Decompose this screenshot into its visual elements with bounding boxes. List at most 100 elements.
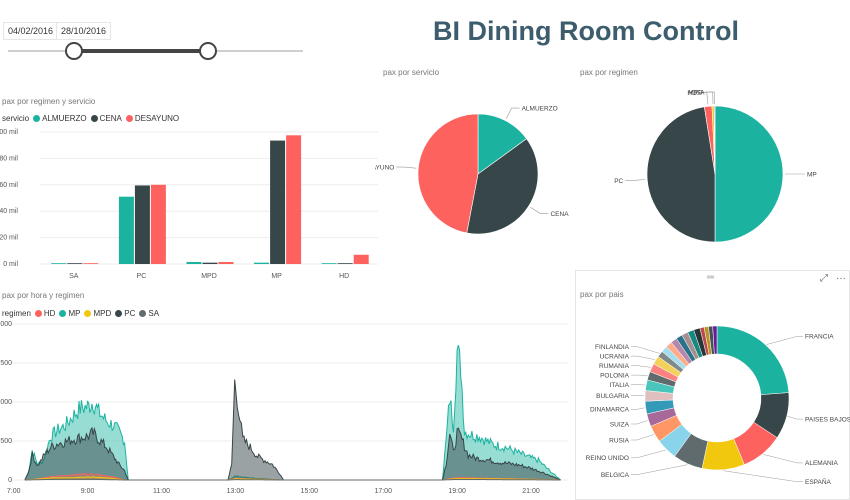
- slice-leader-line: [396, 166, 417, 169]
- legend-item-hd[interactable]: HD: [34, 309, 55, 318]
- slice-label: MP: [807, 172, 817, 179]
- donut-slice-label: PAISES BAJOS: [805, 416, 850, 423]
- donut-slice-label: ESPAÑA: [805, 477, 832, 486]
- area-xtick-label: 19:00: [448, 488, 466, 495]
- area-chart: 0 500 1000 1500 2000 7:00 9:00 11:00 13:00 15:00 1…: [0, 321, 568, 495]
- bar-almuerzo-sa: [51, 263, 67, 264]
- slice-almuerzo: [477, 113, 527, 175]
- bar-cena-pc: [134, 185, 150, 264]
- donut-leader-line: [631, 346, 660, 354]
- focus-mode-icon[interactable]: ⤢: [820, 273, 828, 284]
- visual-header-icons: ⤢ ···: [820, 273, 846, 284]
- bar-desayuno-pc: [150, 184, 166, 264]
- bar-cena-sa: [67, 263, 83, 264]
- bar-ytick-label: 0 mil: [3, 261, 18, 268]
- bar-cena-mp: [270, 140, 286, 264]
- slice-leader-line: [706, 91, 715, 105]
- slice-label: HD: [687, 90, 697, 97]
- slice-pc: [646, 106, 716, 243]
- donut-leader-line: [763, 454, 803, 464]
- slice-label: CENA: [550, 211, 569, 218]
- donut-slice-label: SUIZA: [610, 421, 630, 428]
- area-chart-title: pax por hora y regimen: [2, 291, 85, 300]
- donut-slice-other-25: [712, 325, 718, 355]
- page-title: BI Dining Room Control: [433, 16, 739, 46]
- bar-xtick-label: MPD: [201, 273, 217, 280]
- area-line-sa: [24, 478, 561, 481]
- bar-ytick-label: 100 mil: [0, 129, 18, 136]
- donut-leader-line: [631, 355, 655, 360]
- donut-slice-francia: [716, 325, 790, 395]
- area-xtick-label: 15:00: [301, 488, 319, 495]
- donut-leader-line: [766, 336, 803, 345]
- bar-xtick-label: HD: [339, 273, 349, 280]
- donut-leader-line: [631, 449, 666, 459]
- bar-desayuno-hd: [353, 254, 369, 264]
- bar-desayuno-mpd: [218, 262, 234, 264]
- area-ytick-label: 1000: [0, 399, 12, 406]
- legend-item-mpd[interactable]: MPD: [84, 309, 111, 318]
- start-date-handle[interactable]: [65, 42, 83, 60]
- area-xtick-label: 13:00: [227, 488, 245, 495]
- legend-item-almuerzo[interactable]: ALMUERZO: [33, 114, 87, 123]
- donut-slice-label: RUSIA: [609, 437, 630, 444]
- bar-desayuno-mp: [286, 135, 302, 264]
- donut-leader-line: [631, 464, 688, 475]
- area-xtick-label: 17:00: [374, 488, 392, 495]
- legend-item-desayuno[interactable]: DESAYUNO: [125, 114, 179, 123]
- date-slider-range: [74, 49, 208, 53]
- slice-leader-line: [704, 91, 714, 105]
- slice-leader-line: [625, 179, 646, 181]
- donut-slice-label: POLONIA: [600, 372, 630, 379]
- bar-almuerzo-hd: [321, 263, 337, 264]
- donut-slice-label: FRANCIA: [805, 334, 834, 341]
- bar-ytick-label: 80 mil: [0, 155, 18, 162]
- slice-label: SA: [696, 90, 705, 97]
- bar-almuerzo-mpd: [186, 262, 202, 264]
- donut-slice-label: BULGARIA: [596, 393, 630, 400]
- pie-servicio-chart: ALMUERZO CENA DESAYUNO: [375, 106, 569, 235]
- donut-leader-line: [631, 420, 648, 425]
- end-date-handle[interactable]: [199, 42, 217, 60]
- more-options-icon[interactable]: ···: [836, 273, 846, 284]
- drag-handle-icon[interactable]: ═: [707, 272, 715, 283]
- pie-servicio-title: pax por servicio: [383, 68, 440, 77]
- bar-almuerzo-pc: [118, 196, 134, 264]
- bar-chart: 0 mil 20 mil 40 mil 60 mil 80 mil 100 mil SA PC…: [0, 129, 378, 280]
- area-xtick-label: 7:00: [7, 488, 21, 495]
- legend-item-pc[interactable]: PC: [115, 309, 135, 318]
- bar-ytick-label: 20 mil: [0, 235, 18, 242]
- area-ytick-label: 1500: [0, 360, 12, 367]
- slice-label: MPD: [688, 90, 703, 97]
- area-xtick-label: 9:00: [81, 488, 95, 495]
- bar-xtick-label: SA: [69, 273, 79, 280]
- slice-cena: [466, 138, 539, 235]
- end-date-input[interactable]: 28/10/2016: [56, 22, 112, 40]
- donut-pais-title: pax por pais: [580, 290, 624, 299]
- bar-chart-title: pax por regimen y servicio: [2, 97, 96, 106]
- area-ytick-label: 2000: [0, 321, 12, 328]
- slice-leader-line: [530, 206, 549, 214]
- bar-cena-mpd: [202, 262, 218, 264]
- slice-leader-line: [505, 107, 520, 119]
- area-xtick-label: 11:00: [153, 488, 170, 495]
- legend-item-cena[interactable]: CENA: [90, 114, 122, 123]
- donut-leader-line: [631, 365, 651, 368]
- slice-mp: [714, 105, 784, 243]
- area-legend-title: regimen: [2, 309, 31, 318]
- bar-desayuno-sa: [83, 263, 99, 264]
- donut-slice-label: REINO UNIDO: [586, 455, 629, 462]
- slice-label: ALMUERZO: [522, 106, 558, 113]
- pie-regimen-title: pax por regimen: [580, 68, 638, 77]
- area-chart-legend: regimen HD MP MPD PC SA: [2, 309, 163, 318]
- donut-leader-line: [723, 470, 803, 482]
- area-ytick-label: 0: [8, 477, 12, 484]
- legend-item-sa[interactable]: SA: [139, 309, 159, 318]
- donut-slice-label: BELGICA: [601, 472, 630, 479]
- area-xtick-label: 21:00: [522, 488, 540, 495]
- slice-desayuno: [417, 113, 479, 234]
- bar-xtick-label: PC: [137, 273, 147, 280]
- legend-item-mp[interactable]: MP: [59, 309, 80, 318]
- start-date-input[interactable]: 04/02/2016: [3, 22, 59, 40]
- bar-almuerzo-mp: [254, 262, 270, 264]
